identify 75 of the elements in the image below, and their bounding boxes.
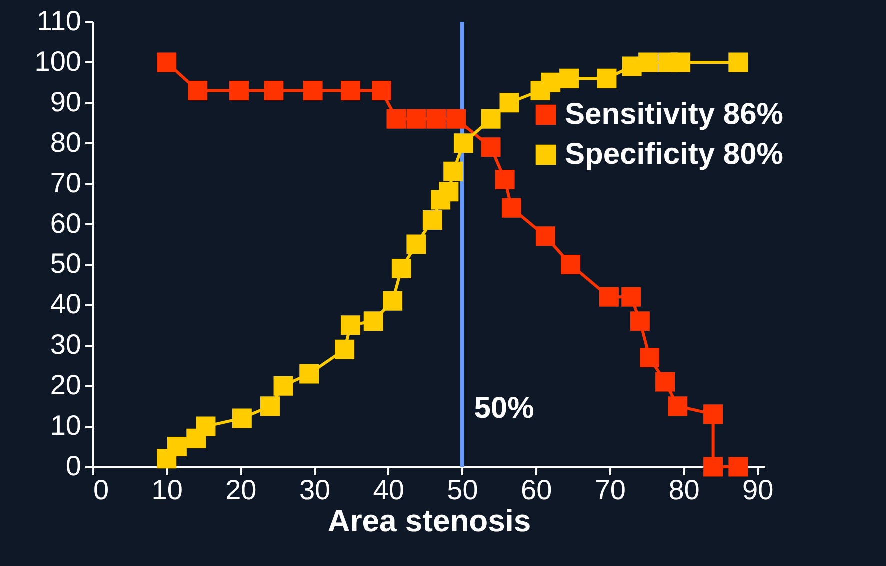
point	[157, 52, 177, 72]
x-tick-label: 50	[447, 474, 478, 506]
point	[340, 316, 360, 336]
x-tick-label: 70	[594, 474, 626, 506]
point	[229, 81, 249, 101]
x-tick-label: 40	[373, 474, 404, 506]
y-tick-label: 100	[34, 46, 82, 77]
point	[422, 210, 442, 230]
point	[561, 254, 581, 274]
point	[335, 340, 355, 360]
x-tick-label: 60	[521, 474, 552, 506]
point	[300, 364, 320, 384]
point	[704, 404, 724, 424]
point	[495, 170, 515, 190]
point	[728, 457, 748, 477]
x-tick-label: 0	[94, 474, 110, 506]
point	[454, 134, 474, 154]
legend-label: Specificity 80%	[565, 138, 784, 171]
point	[640, 348, 660, 368]
point	[597, 68, 617, 88]
point	[536, 226, 556, 246]
point	[406, 234, 426, 254]
y-tick-label: 20	[50, 370, 82, 401]
y-tick-label: 90	[50, 86, 82, 118]
x-tick-label: 20	[226, 474, 257, 506]
ref-line-label: 50%	[474, 392, 534, 426]
point	[541, 72, 561, 92]
legend-label: Sensitivity 86%	[565, 98, 784, 131]
point	[560, 68, 580, 88]
point	[426, 109, 446, 129]
point	[599, 287, 619, 307]
y-tick-label: 70	[50, 167, 82, 198]
y-tick-label: 60	[50, 208, 82, 239]
point	[630, 312, 650, 332]
point	[671, 52, 691, 72]
point	[188, 81, 208, 101]
point	[392, 259, 412, 279]
point	[446, 109, 466, 129]
y-tick-label: 30	[50, 329, 82, 360]
point	[500, 93, 520, 113]
point	[406, 109, 426, 129]
point	[622, 287, 642, 307]
point	[383, 291, 403, 311]
x-tick-label: 90	[742, 474, 774, 506]
point	[232, 408, 252, 428]
point	[439, 182, 459, 202]
y-tick-label: 110	[36, 6, 82, 36]
point	[481, 109, 501, 129]
point	[167, 437, 187, 457]
point	[704, 457, 724, 477]
point	[386, 109, 406, 129]
y-tick-label: 0	[66, 450, 82, 482]
point	[364, 312, 384, 332]
point	[264, 81, 284, 101]
point	[656, 372, 676, 392]
point	[196, 416, 216, 436]
y-tick-label: 80	[50, 126, 82, 158]
point	[260, 396, 280, 416]
point	[340, 81, 360, 101]
point	[274, 376, 294, 396]
point	[728, 52, 748, 72]
y-tick-label: 40	[50, 288, 82, 320]
x-axis-title: Area stenosis	[328, 504, 532, 538]
y-tick-label: 50	[50, 248, 82, 280]
point	[668, 396, 688, 416]
x-tick-label: 10	[152, 474, 183, 506]
y-tick-label: 10	[50, 410, 82, 442]
point	[502, 198, 522, 218]
point	[638, 52, 658, 72]
x-tick-label: 80	[668, 474, 700, 506]
point	[444, 162, 464, 182]
point	[481, 138, 501, 158]
point	[303, 81, 323, 101]
x-tick-label: 30	[299, 474, 331, 506]
point	[372, 81, 392, 101]
